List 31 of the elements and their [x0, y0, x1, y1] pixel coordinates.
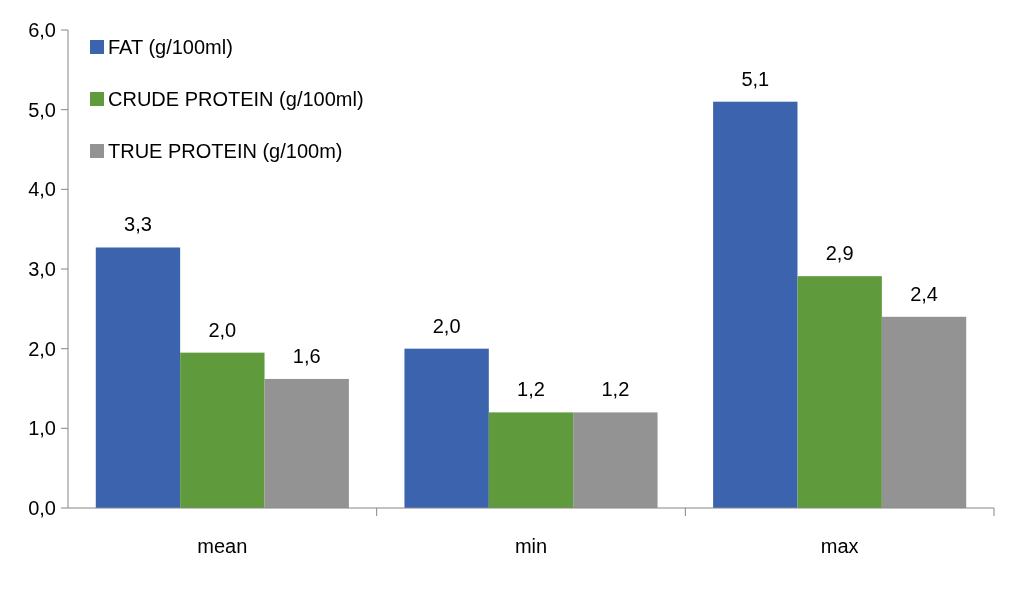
data-label: 2,9 [825, 242, 854, 265]
bar [881, 316, 967, 508]
data-label: 5,1 [741, 67, 770, 90]
data-label: 2,0 [208, 318, 237, 341]
y-tick-label: 4,0 [28, 178, 56, 201]
data-label: 2,4 [910, 282, 938, 305]
bar [488, 412, 574, 508]
bar [573, 412, 658, 508]
data-label: 3,3 [124, 213, 152, 236]
bar [797, 276, 882, 508]
x-tick-label: max [820, 535, 859, 557]
x-tick-label: min [514, 535, 548, 557]
data-label: 1,2 [517, 378, 545, 401]
y-tick-label: 5,0 [28, 98, 56, 121]
data-label: 2,0 [432, 314, 461, 337]
bar [264, 378, 349, 508]
y-tick-label: 6,0 [28, 19, 56, 41]
y-tick-label: 0,0 [28, 497, 56, 519]
x-tick-label: mean [197, 535, 248, 557]
legend-label: CRUDE PROTEIN (g/100ml) [108, 88, 364, 110]
bar [713, 101, 798, 508]
data-label: 1,6 [292, 344, 321, 367]
y-tick-label: 2,0 [28, 337, 56, 360]
legend-label: TRUE PROTEIN (g/100m) [108, 140, 343, 162]
bar [95, 247, 181, 508]
bar [404, 348, 489, 508]
y-tick-label: 3,0 [28, 258, 56, 280]
legend-label: FAT (g/100ml) [108, 36, 233, 58]
bar [180, 352, 265, 508]
y-tick-label: 1,0 [28, 417, 56, 440]
data-label: 1,2 [601, 378, 630, 401]
